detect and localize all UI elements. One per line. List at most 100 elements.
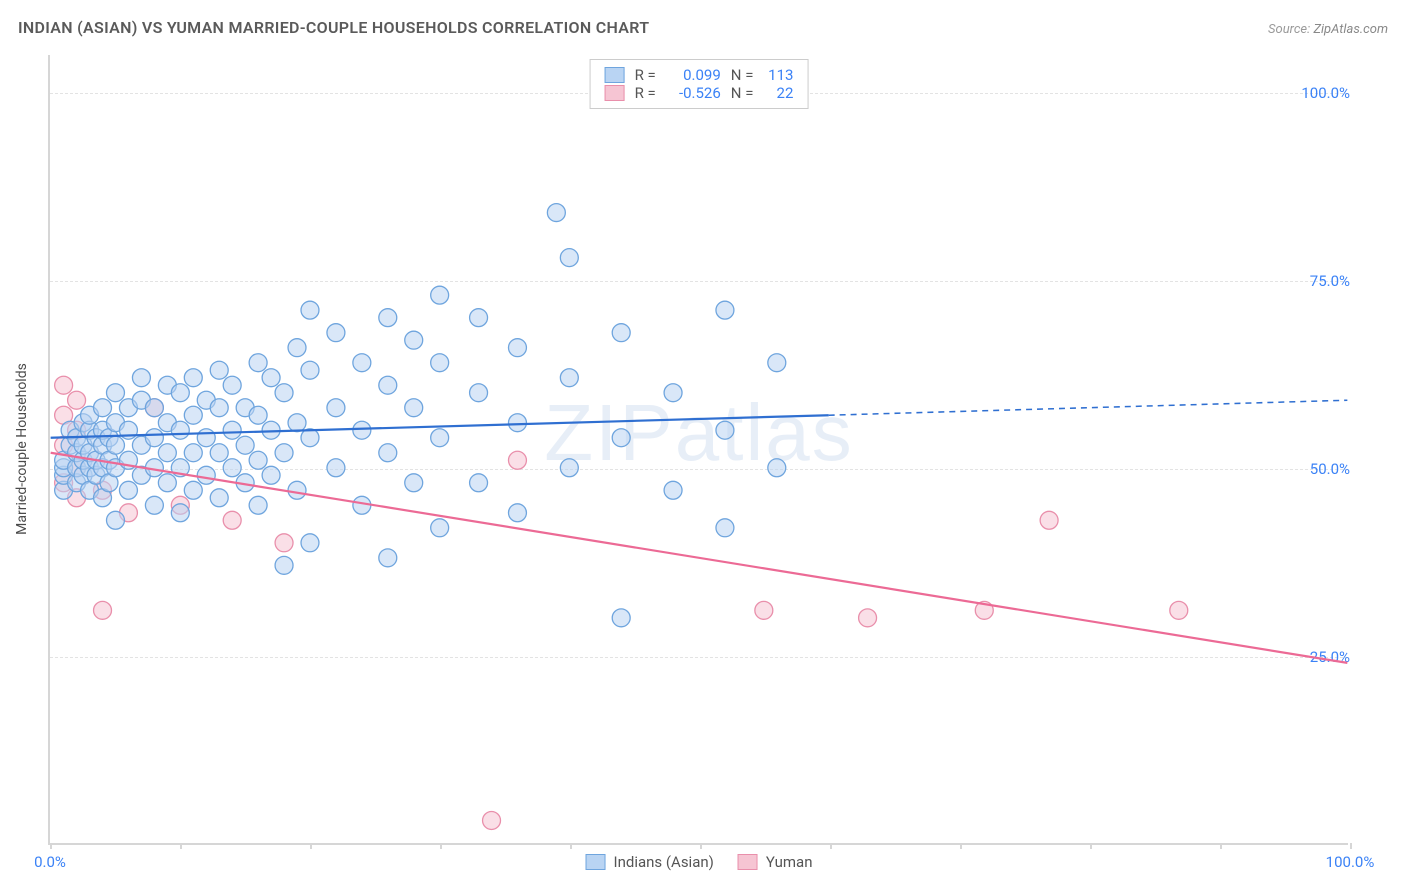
data-point-indians bbox=[107, 384, 125, 402]
data-point-indians bbox=[664, 481, 682, 499]
data-point-indians bbox=[249, 496, 267, 514]
swatch-yuman bbox=[738, 854, 758, 870]
data-point-indians bbox=[470, 384, 488, 402]
data-point-indians bbox=[288, 481, 306, 499]
x-tick bbox=[960, 843, 962, 849]
data-point-indians bbox=[768, 459, 786, 477]
legend-row-indians: R = 0.099 N = 113 bbox=[605, 66, 794, 84]
data-point-indians bbox=[288, 414, 306, 432]
data-point-indians bbox=[249, 406, 267, 424]
data-point-indians bbox=[223, 459, 241, 477]
data-point-yuman bbox=[1170, 601, 1188, 619]
x-tick bbox=[700, 843, 702, 849]
legend-row-yuman: R = -0.526 N = 22 bbox=[605, 84, 794, 102]
data-point-indians bbox=[184, 406, 202, 424]
data-point-indians bbox=[145, 429, 163, 447]
data-point-indians bbox=[508, 339, 526, 357]
data-point-indians bbox=[470, 309, 488, 327]
data-point-indians bbox=[275, 384, 293, 402]
x-tick bbox=[310, 843, 312, 849]
data-point-indians bbox=[197, 466, 215, 484]
data-point-yuman bbox=[508, 451, 526, 469]
n-value-indians: 113 bbox=[763, 66, 793, 84]
data-point-indians bbox=[197, 429, 215, 447]
data-point-indians bbox=[353, 421, 371, 439]
source-attribution: Source: ZipAtlas.com bbox=[1268, 22, 1388, 37]
y-axis-label: Married-couple Households bbox=[14, 363, 30, 535]
chart-title: INDIAN (ASIAN) VS YUMAN MARRIED-COUPLE H… bbox=[18, 18, 649, 37]
data-point-indians bbox=[379, 549, 397, 567]
data-point-yuman bbox=[94, 601, 112, 619]
data-point-indians bbox=[508, 504, 526, 522]
x-tick-label: 0.0% bbox=[34, 853, 66, 871]
data-point-indians bbox=[184, 481, 202, 499]
data-point-indians bbox=[560, 249, 578, 267]
r-value-indians: 0.099 bbox=[666, 66, 721, 84]
data-point-indians bbox=[379, 444, 397, 462]
data-point-yuman bbox=[223, 511, 241, 529]
data-point-indians bbox=[275, 444, 293, 462]
source-label: Source: bbox=[1268, 22, 1310, 37]
data-point-indians bbox=[262, 466, 280, 484]
x-tick-label: 100.0% bbox=[1326, 853, 1375, 871]
data-point-indians bbox=[236, 436, 254, 454]
data-point-indians bbox=[612, 324, 630, 342]
legend-item-indians: Indians (Asian) bbox=[586, 853, 714, 871]
legend-item-yuman: Yuman bbox=[738, 853, 813, 871]
data-point-indians bbox=[405, 399, 423, 417]
data-point-indians bbox=[547, 204, 565, 222]
data-point-indians bbox=[210, 489, 228, 507]
data-point-indians bbox=[223, 421, 241, 439]
data-point-indians bbox=[171, 384, 189, 402]
data-point-indians bbox=[301, 301, 319, 319]
data-point-yuman bbox=[483, 812, 501, 830]
trendline-yuman bbox=[51, 453, 1348, 663]
x-tick bbox=[1220, 843, 1222, 849]
series-label-yuman: Yuman bbox=[766, 853, 813, 871]
data-point-indians bbox=[171, 504, 189, 522]
data-point-indians bbox=[716, 519, 734, 537]
data-point-indians bbox=[301, 534, 319, 552]
data-point-indians bbox=[301, 361, 319, 379]
data-point-indians bbox=[405, 331, 423, 349]
data-point-indians bbox=[171, 421, 189, 439]
data-point-indians bbox=[158, 474, 176, 492]
data-point-indians bbox=[716, 421, 734, 439]
x-tick bbox=[1090, 843, 1092, 849]
correlation-legend: R = 0.099 N = 113 R = -0.526 N = 22 bbox=[590, 59, 809, 109]
r-value-yuman: -0.526 bbox=[666, 84, 721, 102]
data-point-indians bbox=[612, 429, 630, 447]
x-tick bbox=[180, 843, 182, 849]
data-point-indians bbox=[327, 459, 345, 477]
data-point-indians bbox=[405, 474, 423, 492]
n-label: N = bbox=[731, 66, 754, 84]
data-point-indians bbox=[431, 286, 449, 304]
data-point-indians bbox=[716, 301, 734, 319]
data-point-indians bbox=[249, 354, 267, 372]
data-point-yuman bbox=[55, 376, 73, 394]
title-bar: INDIAN (ASIAN) VS YUMAN MARRIED-COUPLE H… bbox=[18, 18, 1388, 37]
data-point-indians bbox=[184, 444, 202, 462]
data-point-yuman bbox=[755, 601, 773, 619]
data-point-indians bbox=[184, 369, 202, 387]
data-point-indians bbox=[431, 354, 449, 372]
data-point-indians bbox=[107, 511, 125, 529]
data-point-indians bbox=[288, 339, 306, 357]
data-point-indians bbox=[379, 309, 397, 327]
data-point-indians bbox=[262, 369, 280, 387]
x-tick bbox=[440, 843, 442, 849]
data-point-indians bbox=[275, 556, 293, 574]
swatch-indians bbox=[586, 854, 606, 870]
swatch-indians bbox=[605, 67, 625, 83]
data-point-indians bbox=[379, 376, 397, 394]
data-point-indians bbox=[664, 384, 682, 402]
r-label: R = bbox=[635, 84, 656, 102]
data-point-indians bbox=[431, 519, 449, 537]
data-point-indians bbox=[612, 609, 630, 627]
data-point-indians bbox=[470, 474, 488, 492]
data-point-indians bbox=[508, 414, 526, 432]
data-point-indians bbox=[768, 354, 786, 372]
data-point-indians bbox=[223, 376, 241, 394]
data-point-indians bbox=[431, 429, 449, 447]
data-point-indians bbox=[145, 399, 163, 417]
